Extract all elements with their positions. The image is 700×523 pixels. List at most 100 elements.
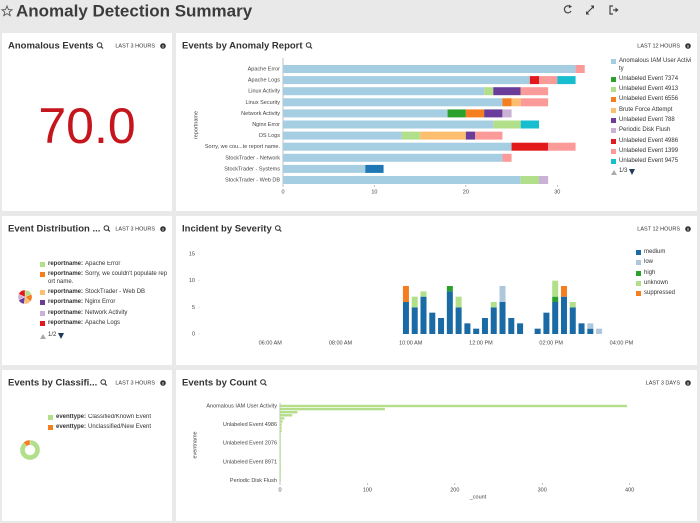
legend-text: eventtype: Unclassified/New Event — [56, 424, 151, 432]
bar — [280, 442, 281, 445]
bar — [411, 307, 418, 334]
legend-item: Unlabeled Event 7374 — [611, 76, 693, 84]
info-icon[interactable] — [685, 226, 691, 232]
x-tick-label: 400 — [625, 487, 634, 493]
legend-swatch — [40, 310, 45, 316]
bar — [529, 76, 539, 85]
panel: Events by Classifi... LAST 3 HOURS eventty… — [2, 370, 172, 521]
legend-label: Sorry, we couldn't populate report name. — [48, 271, 168, 285]
legend-swatch — [611, 159, 616, 165]
legend-swatch — [636, 270, 641, 276]
search-icon[interactable] — [260, 379, 267, 386]
panel-title: Events by Count — [182, 378, 258, 389]
bar — [569, 307, 576, 334]
legend-label: Periodic Disk Flush — [619, 127, 671, 134]
legend-swatch — [611, 148, 616, 154]
bar — [280, 451, 281, 454]
legend-label: low — [644, 259, 654, 266]
expand-icon[interactable] — [586, 5, 594, 15]
bar — [575, 65, 585, 73]
bar — [280, 473, 281, 476]
search-icon-lens — [274, 225, 281, 231]
bar — [280, 476, 281, 479]
legend-key: reportname: — [48, 319, 84, 326]
search-icon-lens — [96, 42, 103, 48]
panel: Events by Anomaly Report LAST 12 HOURS Apa… — [176, 33, 697, 211]
panel: Incident by Severity LAST 12 HOURS 0 5 10 15 0… — [176, 216, 697, 365]
bar — [569, 302, 576, 308]
legend-swatch — [611, 128, 616, 134]
info-icon[interactable] — [685, 380, 691, 386]
bar — [508, 318, 515, 334]
bar — [280, 479, 281, 482]
legend-swatch — [611, 107, 616, 113]
legend-text: reportname: StockTrader - Web DB — [48, 289, 145, 297]
y-tick-label: StockTrader - Web DB — [225, 177, 280, 183]
pager-next[interactable] — [629, 169, 636, 176]
bar — [280, 448, 281, 451]
bar — [539, 76, 558, 85]
legend-text: reportname: Nginx Error — [48, 299, 115, 307]
bar — [280, 469, 281, 473]
legend-item: Unlabeled Event 9475 — [611, 158, 693, 166]
search-icon[interactable] — [103, 225, 111, 232]
pager-next[interactable] — [58, 333, 65, 340]
legend-text: reportname: Network Activity — [48, 310, 127, 318]
info-icon[interactable] — [160, 226, 166, 232]
legend-pager: 1/2 — [40, 332, 168, 340]
search-icon-lens — [103, 225, 110, 231]
y-tick-label: 0 — [192, 331, 195, 337]
y-tick-label: Linux Activity — [248, 89, 280, 95]
bar — [420, 296, 427, 334]
search-icon[interactable] — [96, 42, 104, 49]
legend-swatch — [48, 415, 53, 420]
bar — [557, 76, 576, 85]
legend-item: medium — [636, 249, 691, 257]
bar — [280, 404, 628, 408]
pie-slice — [19, 439, 41, 461]
bar — [280, 432, 281, 436]
legend-label: Unlabeled Event 4913 — [619, 86, 679, 93]
search-icon[interactable] — [100, 379, 108, 386]
bar — [283, 109, 448, 118]
bar — [464, 323, 471, 334]
x-tick-label: 06:00 AM — [259, 340, 283, 346]
bar — [280, 454, 281, 457]
x-tick-label: 30 — [554, 189, 560, 195]
legend-label: Anomalous IAM User Activity — [619, 58, 692, 72]
bar — [475, 131, 503, 140]
bar — [438, 318, 445, 334]
time-range: LAST 3 HOURS — [115, 43, 155, 49]
pager-prev[interactable] — [611, 169, 617, 175]
pie-slice — [23, 439, 31, 447]
bar — [455, 307, 462, 334]
bar — [280, 411, 298, 414]
bar — [502, 109, 512, 118]
info-icon[interactable] — [160, 380, 166, 386]
bar — [490, 307, 497, 334]
time-range: LAST 3 DAYS — [646, 380, 681, 386]
info-icon[interactable] — [160, 43, 166, 49]
search-icon[interactable] — [274, 225, 282, 232]
bar — [534, 328, 541, 334]
refresh-icon[interactable] — [563, 4, 572, 14]
legend-label: Apache Logs — [85, 319, 121, 326]
bar — [490, 302, 497, 308]
bar — [455, 296, 462, 308]
bar — [283, 176, 521, 184]
pager-prev[interactable] — [40, 333, 46, 339]
bar — [280, 407, 385, 411]
bar — [539, 176, 549, 184]
favorite-icon[interactable] — [0, 4, 14, 17]
legend-text: reportname: Sorry, we couldn't populate r… — [48, 271, 168, 286]
bar — [499, 302, 506, 334]
bar — [499, 286, 506, 302]
legend-label: suppressed — [644, 290, 676, 297]
search-icon[interactable] — [305, 42, 313, 49]
bar — [401, 131, 421, 140]
legend-item: reportname: Nginx Error — [40, 299, 168, 307]
legend-label: Unlabeled Event 7374 — [619, 75, 679, 82]
panel-title: Event Distribution ... — [8, 224, 100, 235]
info-icon[interactable] — [685, 43, 691, 49]
export-icon[interactable] — [609, 5, 619, 15]
